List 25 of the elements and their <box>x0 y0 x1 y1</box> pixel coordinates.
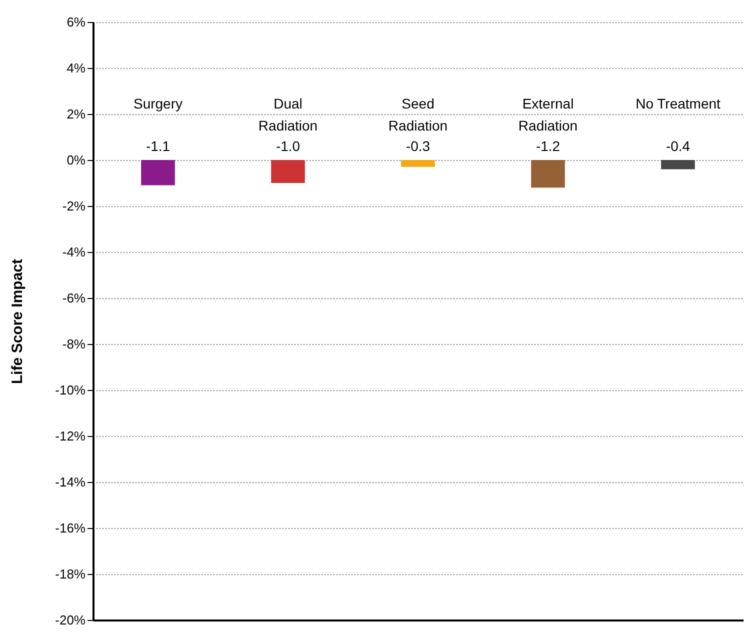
y-tick-label: -16% <box>55 520 86 536</box>
x-tick-label: External Radiation <box>518 96 578 134</box>
y-tick-label: -20% <box>55 612 86 628</box>
data-label: -1.1 <box>146 138 170 154</box>
y-tick-label: -2% <box>62 198 86 214</box>
y-axis-title: Life Score Impact <box>9 258 26 384</box>
y-tick-label: 4% <box>66 60 86 76</box>
y-tick-label: 0% <box>66 152 86 168</box>
y-tick-label: 6% <box>66 14 86 30</box>
x-tick-label: Seed Radiation <box>388 96 448 134</box>
y-tick-label: 2% <box>66 106 86 122</box>
x-tick-label: Dual Radiation <box>258 96 318 134</box>
x-tick-label: No Treatment <box>636 96 721 112</box>
x-tick-label: Surgery <box>133 96 183 112</box>
y-tick-label: -4% <box>62 244 86 260</box>
data-label: -1.2 <box>536 138 560 154</box>
y-tick-label: -14% <box>55 474 86 490</box>
y-tick-label: -6% <box>62 290 86 306</box>
y-tick-label: -18% <box>55 566 86 582</box>
data-label: -1.0 <box>276 138 300 154</box>
data-label: -0.3 <box>406 138 430 154</box>
data-label: -0.4 <box>666 138 690 154</box>
y-tick-label: -12% <box>55 428 86 444</box>
y-tick-label: -8% <box>62 336 86 352</box>
y-tick-label: -10% <box>55 382 86 398</box>
